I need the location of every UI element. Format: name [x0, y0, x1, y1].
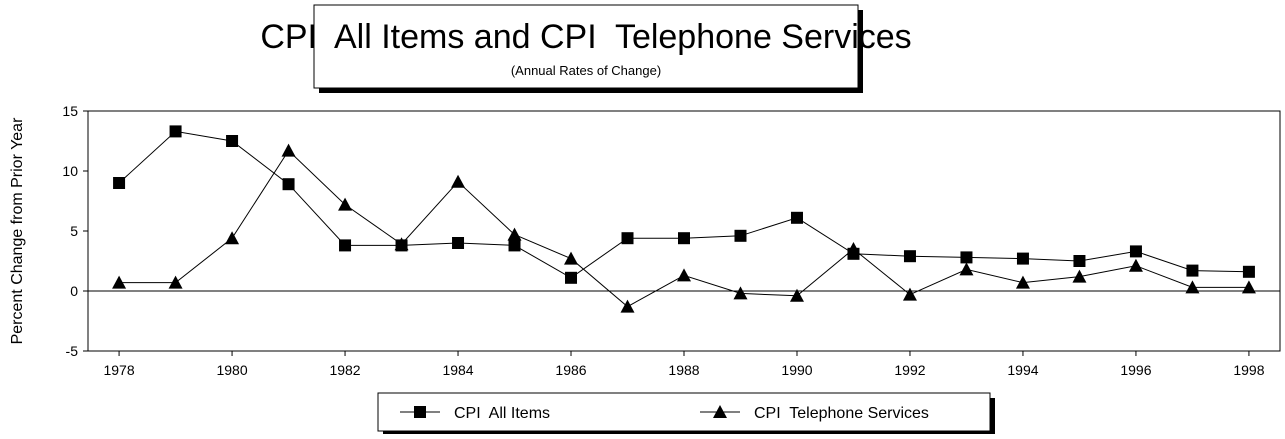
- data-point: [339, 239, 352, 252]
- title-box: [313, 4, 859, 89]
- data-point: [169, 125, 182, 138]
- legend-label: CPI Telephone Services: [754, 405, 929, 422]
- data-point: [1242, 265, 1255, 278]
- data-point: [734, 229, 747, 242]
- data-point: [789, 288, 804, 302]
- data-point: [790, 211, 803, 224]
- data-point: [1015, 275, 1030, 289]
- data-point: [903, 250, 916, 263]
- x-tick-label: 1992: [894, 362, 925, 378]
- data-point: [1128, 258, 1143, 272]
- y-tick-label: 0: [70, 283, 78, 299]
- y-tick-label: 5: [70, 223, 78, 239]
- data-point: [168, 275, 183, 289]
- data-point: [1072, 269, 1087, 283]
- series-line: [119, 149, 1249, 308]
- data-point: [1241, 280, 1256, 294]
- x-tick-label: 1984: [442, 362, 473, 378]
- data-point: [620, 299, 635, 313]
- data-point: [282, 178, 295, 191]
- data-point: [507, 227, 522, 241]
- data-point: [621, 232, 634, 245]
- y-tick-label: -5: [66, 343, 79, 359]
- data-point: [281, 143, 296, 157]
- data-point: [565, 271, 578, 284]
- data-point: [225, 231, 240, 245]
- plot-area: [87, 110, 1281, 352]
- data-point: [226, 135, 239, 147]
- x-tick-label: 1998: [1233, 362, 1264, 378]
- x-tick-label: 1990: [781, 362, 812, 378]
- y-tick-label: 10: [62, 163, 78, 179]
- data-point: [959, 262, 974, 276]
- data-point: [1186, 264, 1199, 277]
- y-tick-label: 15: [62, 103, 78, 119]
- data-point: [1016, 252, 1029, 265]
- x-tick-label: 1996: [1120, 362, 1151, 378]
- legend-label: CPI All Items: [454, 405, 550, 422]
- x-tick-label: 1988: [668, 362, 699, 378]
- data-point: [960, 251, 973, 264]
- legend-marker: [414, 406, 426, 418]
- chart-title: CPI All Items and CPI Telephone Services: [260, 18, 911, 56]
- data-point: [733, 286, 748, 300]
- data-point: [394, 237, 409, 251]
- data-point: [112, 275, 127, 289]
- data-point: [846, 242, 861, 255]
- data-point: [338, 197, 353, 211]
- x-tick-label: 1982: [329, 362, 360, 378]
- data-point: [508, 239, 521, 252]
- y-axis-label: Percent Change from Prior Year: [9, 117, 26, 344]
- data-point: [451, 174, 466, 188]
- data-point: [677, 268, 691, 282]
- x-tick-label: 1978: [103, 362, 134, 378]
- x-tick-label: 1986: [555, 362, 586, 378]
- data-point: [1185, 280, 1200, 294]
- legend-box: [377, 392, 991, 432]
- x-tick-label: 1980: [216, 362, 247, 378]
- legend-marker: [713, 405, 727, 418]
- x-tick-label: 1994: [1007, 362, 1038, 378]
- data-point: [902, 287, 917, 301]
- chart-subtitle: (Annual Rates of Change): [511, 63, 661, 78]
- data-point: [113, 177, 126, 189]
- data-point: [452, 237, 465, 249]
- data-point: [1073, 255, 1086, 267]
- data-point: [564, 251, 579, 265]
- data-point: [678, 232, 690, 245]
- data-point: [1129, 245, 1142, 258]
